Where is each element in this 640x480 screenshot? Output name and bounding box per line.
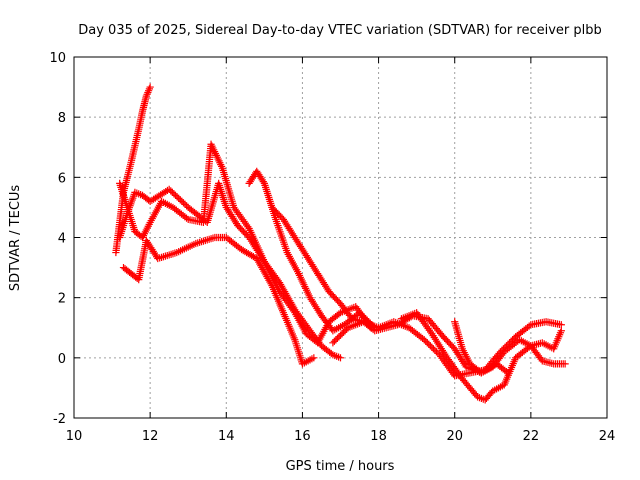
data-point xyxy=(146,83,154,91)
x-tick-label: 12 xyxy=(142,429,159,444)
series-arc-8 xyxy=(397,309,565,404)
series-arc-5 xyxy=(245,167,379,335)
x-tick-label: 16 xyxy=(294,429,311,444)
series-arc-3 xyxy=(116,140,375,347)
x-tick-label: 22 xyxy=(523,429,540,444)
data-point xyxy=(336,354,345,362)
y-tick-label: -2 xyxy=(53,412,66,427)
series-arc-4 xyxy=(119,233,318,368)
x-tick-label: 24 xyxy=(599,429,616,444)
y-axis-label: SDTVAR / TECUs xyxy=(8,185,23,292)
y-tick-label: 10 xyxy=(49,51,66,66)
x-tick-label: 20 xyxy=(446,429,463,444)
x-tick-label: 10 xyxy=(66,429,83,444)
y-tick-label: 2 xyxy=(58,292,66,307)
x-axis-label: GPS time / hours xyxy=(286,459,395,474)
y-tick-label: 4 xyxy=(58,232,66,247)
y-tick-label: 8 xyxy=(58,111,66,126)
data-markers xyxy=(112,83,569,404)
data-point xyxy=(557,321,565,329)
x-tick-label: 18 xyxy=(370,429,387,444)
y-tick-label: 0 xyxy=(58,352,66,367)
y-tick-label: 6 xyxy=(58,171,66,186)
data-point xyxy=(310,354,318,362)
grid-lines xyxy=(74,57,607,418)
series-arc-7 xyxy=(329,318,565,380)
chart-title: Day 035 of 2025, Sidereal Day-to-day VTE… xyxy=(78,23,602,38)
series-arc-9 xyxy=(451,318,569,377)
data-point xyxy=(561,360,569,368)
x-tick-label: 14 xyxy=(218,429,235,444)
data-point xyxy=(557,327,565,335)
